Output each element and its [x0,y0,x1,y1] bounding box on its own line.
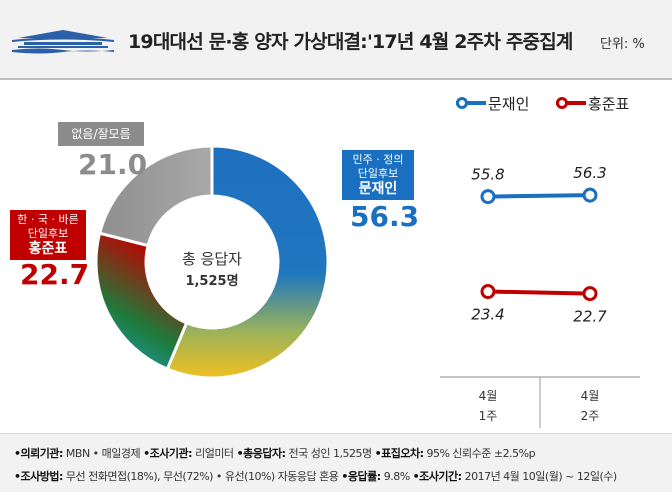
donut-segment-moon [165,144,330,380]
footer-label: •총응답자: [236,447,286,460]
moon-tag: 민주 · 정의 단일후보 문재인 [342,150,414,200]
unit-label: 단위: % [600,37,645,52]
none-tag: 없음/잘모름 [58,122,144,146]
footer-value: 2017년 4월 10일(월) ~ 12일(수) [461,470,618,483]
moon-tag-line2: 단일후보 [357,166,399,180]
footer-label: •응답률: [341,470,381,483]
footer-label: •의뢰기관: [14,447,63,460]
moon-name: 문재인 [358,180,398,197]
donut-segment-hong [94,231,189,371]
footer: •의뢰기관: MBN • 매일경제 •조사기관: 리얼미터 •총응답자: 전국 … [0,433,672,492]
center-count: 1,525명 [185,274,239,289]
blue-house-logo-icon [12,30,114,54]
footer-value: 9.8% [380,470,413,483]
footer-value: MBN • 매일경제 [62,447,144,460]
hong-name: 홍준표 [28,240,68,257]
none-name: 없음/잘모름 [71,127,131,141]
page-title: 19대대선 문·홍 양자 가상대결:'17년 4월 2주차 주중집계 [128,31,573,53]
footer-line-1: •의뢰기관: MBN • 매일경제 •조사기관: 리얼미터 •총응답자: 전국 … [14,445,536,461]
footer-line-2: •조사방법: 무선 전화면접(18%), 무선(72%) • 유선(10%) 자… [14,468,617,484]
center-label: 총 응답자 [182,250,242,268]
hong-tag-line1: 한 · 국 · 바른 [17,213,79,226]
footer-label: •조사기간: [412,470,462,483]
none-value: 21.0 [78,148,148,181]
hong-value: 22.7 [20,258,90,291]
footer-value: 무선 전화면접(18%), 무선(72%) • 유선(10%) 자동응답 혼용 [62,470,342,483]
footer-label: •조사기관: [143,447,193,460]
footer-value: 95% 신뢰수준 ±2.5%p [423,447,536,460]
moon-value: 56.3 [350,200,420,233]
footer-label: •표집오차: [374,447,424,460]
moon-tag-line1: 민주 · 정의 [352,153,404,166]
footer-value: 리얼미터 [192,447,237,460]
footer-label: •조사방법: [14,470,63,483]
hong-tag-line2: 단일후보 [27,226,69,240]
header: 19대대선 문·홍 양자 가상대결:'17년 4월 2주차 주중집계 단위: % [0,0,672,80]
hong-tag: 한 · 국 · 바른 단일후보 홍준표 [10,210,86,260]
footer-value: 전국 성인 1,525명 [285,447,375,460]
donut-segment-none [97,144,214,248]
